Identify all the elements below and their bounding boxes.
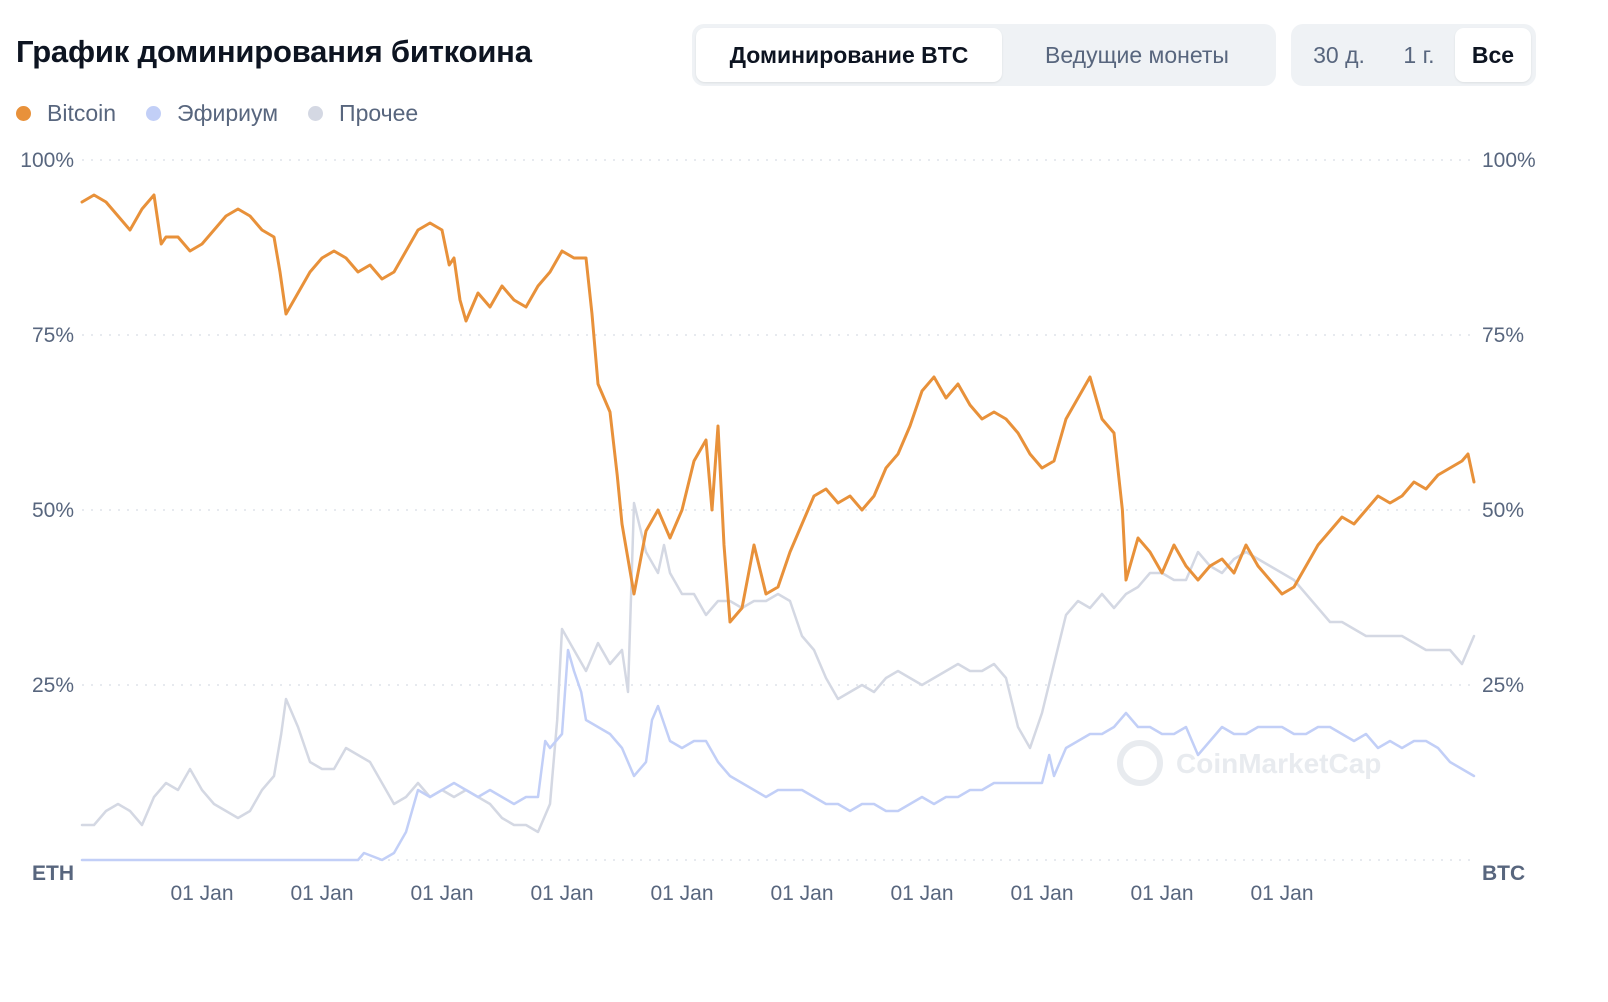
y-tick-label-right: 50% [1482,499,1524,522]
x-tick-label: 01 Jan [770,882,833,905]
legend-label-ethereum: Эфириум [177,100,279,126]
x-tick-label: 01 Jan [530,882,593,905]
ethereum-dot-icon [146,106,162,121]
bitcoin-series-line[interactable] [80,193,1476,624]
coinmarketcap-logo-icon [1117,740,1163,786]
legend-item-other[interactable]: Прочее [308,100,418,127]
y-axis-ticks: 100% 100% 75% 75% 50% 50% 25% 25% [20,149,1535,697]
x-tick-label: 01 Jan [890,882,953,905]
x-axis-ticks: 01 Jan 01 Jan 01 Jan 01 Jan 01 Jan 01 Jan 01 J… [170,882,1313,905]
y-tick-label-left: 75% [32,324,74,347]
x-tick-label: 01 Jan [1010,882,1073,905]
y-tick-label-left: 50% [32,499,74,522]
x-tick-label: 01 Jan [170,882,233,905]
y-tick-label-right: 75% [1482,324,1524,347]
bitcoin-dot-icon [16,106,31,121]
range-toggle: 30 д. 1 г. Все [1291,24,1536,86]
chart-legend: Bitcoin Эфириум Прочее [16,100,448,127]
x-tick-label: 01 Jan [410,882,473,905]
view-toggle: Доминирование BTC Ведущие монеты [692,24,1276,86]
legend-item-ethereum[interactable]: Эфириум [146,100,278,127]
tab-btc-dominance[interactable]: Доминирование BTC [696,28,1002,82]
x-tick-label: 01 Jan [1130,882,1193,905]
left-axis-label: ETH [32,862,74,885]
series-lines [80,193,1476,862]
other-dot-icon [308,106,324,121]
right-axis-label: BTC [1482,862,1525,885]
other-series-line[interactable] [80,501,1476,834]
legend-item-bitcoin[interactable]: Bitcoin [16,100,116,127]
dominance-chart[interactable]: 100% 100%75% 75%50% 50%25% 25% 01 Jan 01 Jan 0… [0,140,1608,940]
x-tick-label: 01 Jan [290,882,353,905]
y-tick-label-right: 100% [1482,149,1536,172]
ethereum-series-line[interactable] [80,648,1476,862]
page-title: График доминирования биткоина [16,34,532,69]
y-tick-label-left: 25% [32,674,74,697]
x-tick-label: 01 Jan [650,882,713,905]
y-tick-label-left: 100% [20,149,74,172]
legend-label-other: Прочее [339,100,419,126]
y-tick-label-right: 25% [1482,674,1524,697]
watermark-text: CoinMarketCap [1176,748,1381,779]
range-30d-button[interactable]: 30 д. [1313,41,1365,68]
range-1y-button[interactable]: 1 г. [1403,41,1435,68]
range-all-button[interactable]: Все [1455,28,1531,82]
legend-label-bitcoin: Bitcoin [47,100,117,126]
x-tick-label: 01 Jan [1250,882,1313,905]
watermark: CoinMarketCap [1117,740,1381,786]
tab-top-coins[interactable]: Ведущие монеты [1045,41,1229,68]
